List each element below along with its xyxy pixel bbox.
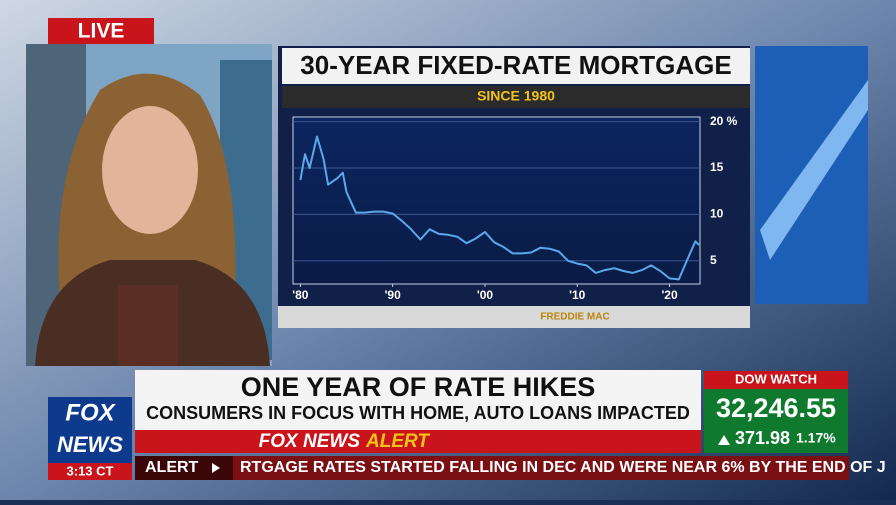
alert-word: ALERT — [365, 431, 430, 452]
x-tick-label: '00 — [477, 288, 494, 302]
clock: 3:13 CT — [67, 463, 114, 478]
ticker-bar — [135, 456, 849, 480]
chart-source: FREDDIE MAC — [540, 312, 609, 323]
dow-change: 371.98 — [735, 428, 790, 448]
ticker-text: RTGAGE RATES STARTED FALLING IN DEC AND … — [240, 459, 886, 476]
x-tick-label: '10 — [569, 288, 586, 302]
chart-title: 30-YEAR FIXED-RATE MORTGAGE — [300, 50, 731, 80]
dow-title: DOW WATCH — [735, 371, 817, 386]
y-tick-label: 15 — [710, 160, 724, 174]
headline-box — [135, 370, 701, 430]
chart: 5 10 15 20 % '80 '90 '00 '10 '20 — [292, 114, 737, 302]
ticker-label: ALERT — [145, 459, 199, 476]
plot-area — [292, 116, 701, 285]
chart-subtitle: SINCE 1980 — [477, 88, 555, 104]
dow-value: 32,246.55 — [716, 393, 836, 423]
ticker-arrow — [212, 463, 220, 473]
y-tick-label: 5 — [710, 253, 717, 267]
dow-header — [704, 371, 848, 389]
live-badge — [48, 18, 154, 44]
chart-title-box — [282, 48, 750, 84]
clock-box — [48, 463, 132, 480]
y-tick-label: 20 % — [710, 114, 738, 128]
x-tick-label: '90 — [385, 288, 402, 302]
logo-bottom: NEWS — [57, 432, 123, 457]
logo-top: FOX — [65, 399, 116, 426]
alert-brand: FOX NEWS — [259, 431, 361, 452]
data-line — [299, 135, 700, 281]
decor-stripe — [760, 80, 868, 260]
alert-bar — [135, 430, 701, 453]
x-tick-label: '20 — [661, 288, 678, 302]
dow-percent: 1.17% — [796, 430, 836, 446]
y-tick-label: 10 — [710, 207, 724, 221]
up-arrow — [718, 435, 730, 445]
headline: ONE YEAR OF RATE HIKES — [241, 372, 596, 402]
subheadline: CONSUMERS IN FOCUS WITH HOME, AUTO LOANS… — [146, 403, 690, 423]
logo-box — [48, 397, 132, 463]
source-box — [278, 306, 750, 328]
live-label: LIVE — [78, 20, 125, 43]
video-window — [26, 44, 272, 366]
chart-subtitle-box — [282, 86, 750, 108]
x-tick-label: '80 — [292, 288, 309, 302]
